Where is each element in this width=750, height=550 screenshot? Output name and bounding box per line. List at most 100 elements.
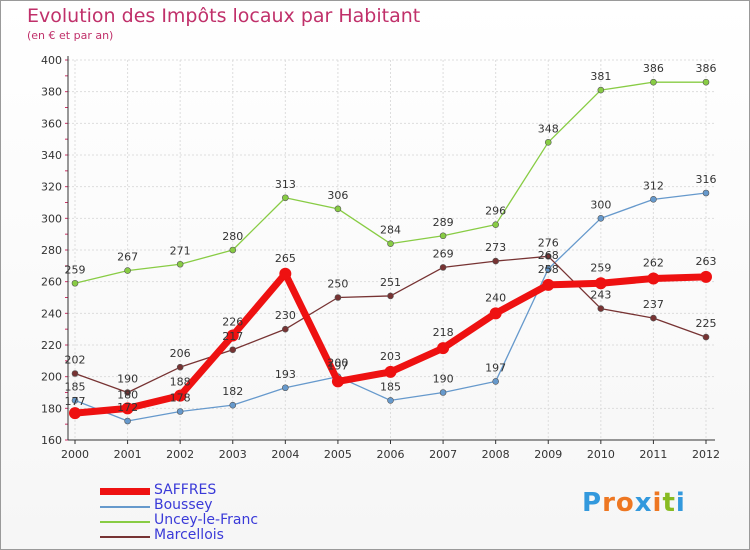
data-label-marcellois: 202 [65, 354, 86, 367]
data-point-saffres [279, 267, 292, 280]
data-point-saffres [489, 307, 502, 320]
data-label-uncey-le-franc: 259 [65, 263, 86, 276]
data-point-uncey-le-franc [544, 139, 552, 146]
data-point-marcellois [387, 292, 394, 300]
y-tick-label: 160 [41, 434, 62, 447]
data-point-boussey [387, 397, 394, 404]
data-label-saffres: 265 [275, 252, 296, 265]
data-point-saffres [69, 407, 81, 420]
data-label-saffres: 188 [170, 376, 191, 389]
data-point-saffres [121, 402, 134, 415]
chart-title: Evolution des Impôts locaux par Habitant [27, 5, 421, 27]
data-point-boussey [176, 408, 184, 415]
data-point-boussey [650, 196, 657, 203]
proxiti-logo: Proxiti [582, 488, 686, 518]
data-label-marcellois: 276 [538, 236, 559, 249]
legend-label: Boussey [154, 497, 213, 513]
legend-swatch [100, 536, 150, 538]
data-point-marcellois [282, 325, 289, 333]
data-point-marcellois [650, 314, 657, 322]
data-point-uncey-le-franc [71, 279, 79, 287]
data-label-uncey-le-franc: 296 [485, 205, 506, 218]
data-point-uncey-le-franc [334, 205, 342, 213]
data-label-saffres: 262 [643, 257, 664, 270]
data-point-boussey [439, 389, 447, 396]
data-point-uncey-le-franc [597, 86, 605, 94]
y-tick-label: 320 [41, 181, 62, 194]
data-point-uncey-le-franc [650, 78, 657, 86]
data-label-boussey: 185 [65, 380, 86, 393]
data-label-saffres: 180 [117, 388, 138, 401]
data-point-marcellois [702, 333, 710, 341]
data-label-marcellois: 269 [433, 247, 454, 260]
x-tick-label: 2001 [114, 448, 142, 461]
data-label-marcellois: 217 [222, 330, 243, 343]
data-label-boussey: 185 [380, 380, 401, 393]
data-label-boussey: 268 [538, 249, 559, 262]
data-label-saffres: 259 [590, 261, 611, 274]
data-label-uncey-le-franc: 386 [696, 62, 717, 75]
data-label-marcellois: 225 [696, 317, 717, 330]
data-label-boussey: 190 [433, 373, 454, 386]
chart-subtitle: (en € et par an) [27, 29, 114, 42]
legend-swatch [100, 488, 150, 495]
data-label-boussey: 197 [485, 361, 506, 374]
data-point-marcellois [176, 363, 184, 371]
data-point-uncey-le-franc [702, 78, 710, 86]
data-point-marcellois [544, 253, 552, 260]
data-label-uncey-le-franc: 386 [643, 62, 664, 75]
legend-label: Uncey-le-Franc [154, 512, 259, 528]
data-label-marcellois: 237 [643, 298, 664, 311]
data-label-uncey-le-franc: 313 [275, 178, 296, 191]
legend-swatch [100, 521, 150, 523]
data-point-marcellois [229, 346, 237, 354]
data-label-marcellois: 206 [170, 347, 191, 360]
x-tick-label: 2007 [429, 448, 457, 461]
data-point-uncey-le-franc [124, 267, 131, 274]
x-tick-label: 2004 [271, 448, 299, 461]
data-point-boussey [544, 265, 552, 273]
x-tick-label: 2006 [377, 448, 405, 461]
data-label-marcellois: 250 [327, 278, 348, 291]
data-point-marcellois [597, 305, 605, 312]
data-point-marcellois [334, 294, 342, 301]
data-label-marcellois: 243 [590, 289, 611, 302]
data-label-uncey-le-franc: 348 [538, 122, 559, 135]
y-tick-label: 280 [41, 244, 62, 257]
data-point-uncey-le-franc [439, 232, 447, 240]
data-label-boussey: 172 [117, 401, 138, 414]
data-label-uncey-le-franc: 280 [222, 230, 243, 243]
data-point-marcellois [71, 370, 79, 377]
data-label-boussey: 178 [170, 392, 191, 405]
data-label-boussey: 200 [327, 357, 348, 370]
data-point-boussey [124, 417, 131, 425]
data-point-boussey [597, 215, 605, 222]
data-label-marcellois: 273 [485, 241, 506, 254]
x-tick-label: 2010 [587, 448, 615, 461]
x-tick-label: 2002 [166, 448, 194, 461]
data-label-uncey-le-franc: 306 [327, 189, 348, 202]
data-point-uncey-le-franc [229, 246, 237, 254]
legend-swatch [100, 506, 150, 508]
data-point-uncey-le-franc [282, 194, 289, 202]
x-tick-label: 2003 [219, 448, 247, 461]
data-label-boussey: 182 [222, 385, 243, 398]
y-tick-label: 240 [41, 307, 62, 320]
y-tick-label: 380 [41, 86, 62, 99]
data-label-saffres: 263 [696, 255, 717, 268]
legend-label: Marcellois [154, 527, 224, 543]
data-label-marcellois: 230 [275, 309, 296, 322]
data-label-uncey-le-franc: 284 [380, 224, 401, 237]
y-tick-label: 300 [41, 212, 62, 225]
data-point-boussey [492, 378, 499, 385]
x-tick-label: 2011 [639, 448, 667, 461]
data-label-saffres: 197 [327, 359, 348, 372]
data-label-boussey: 316 [696, 173, 717, 186]
y-tick-label: 180 [41, 402, 62, 415]
y-tick-label: 400 [41, 54, 62, 67]
data-label-saffres: 240 [485, 291, 506, 304]
data-label-saffres: 177 [65, 395, 86, 408]
data-point-marcellois [492, 257, 499, 265]
data-point-uncey-le-franc [176, 260, 184, 268]
